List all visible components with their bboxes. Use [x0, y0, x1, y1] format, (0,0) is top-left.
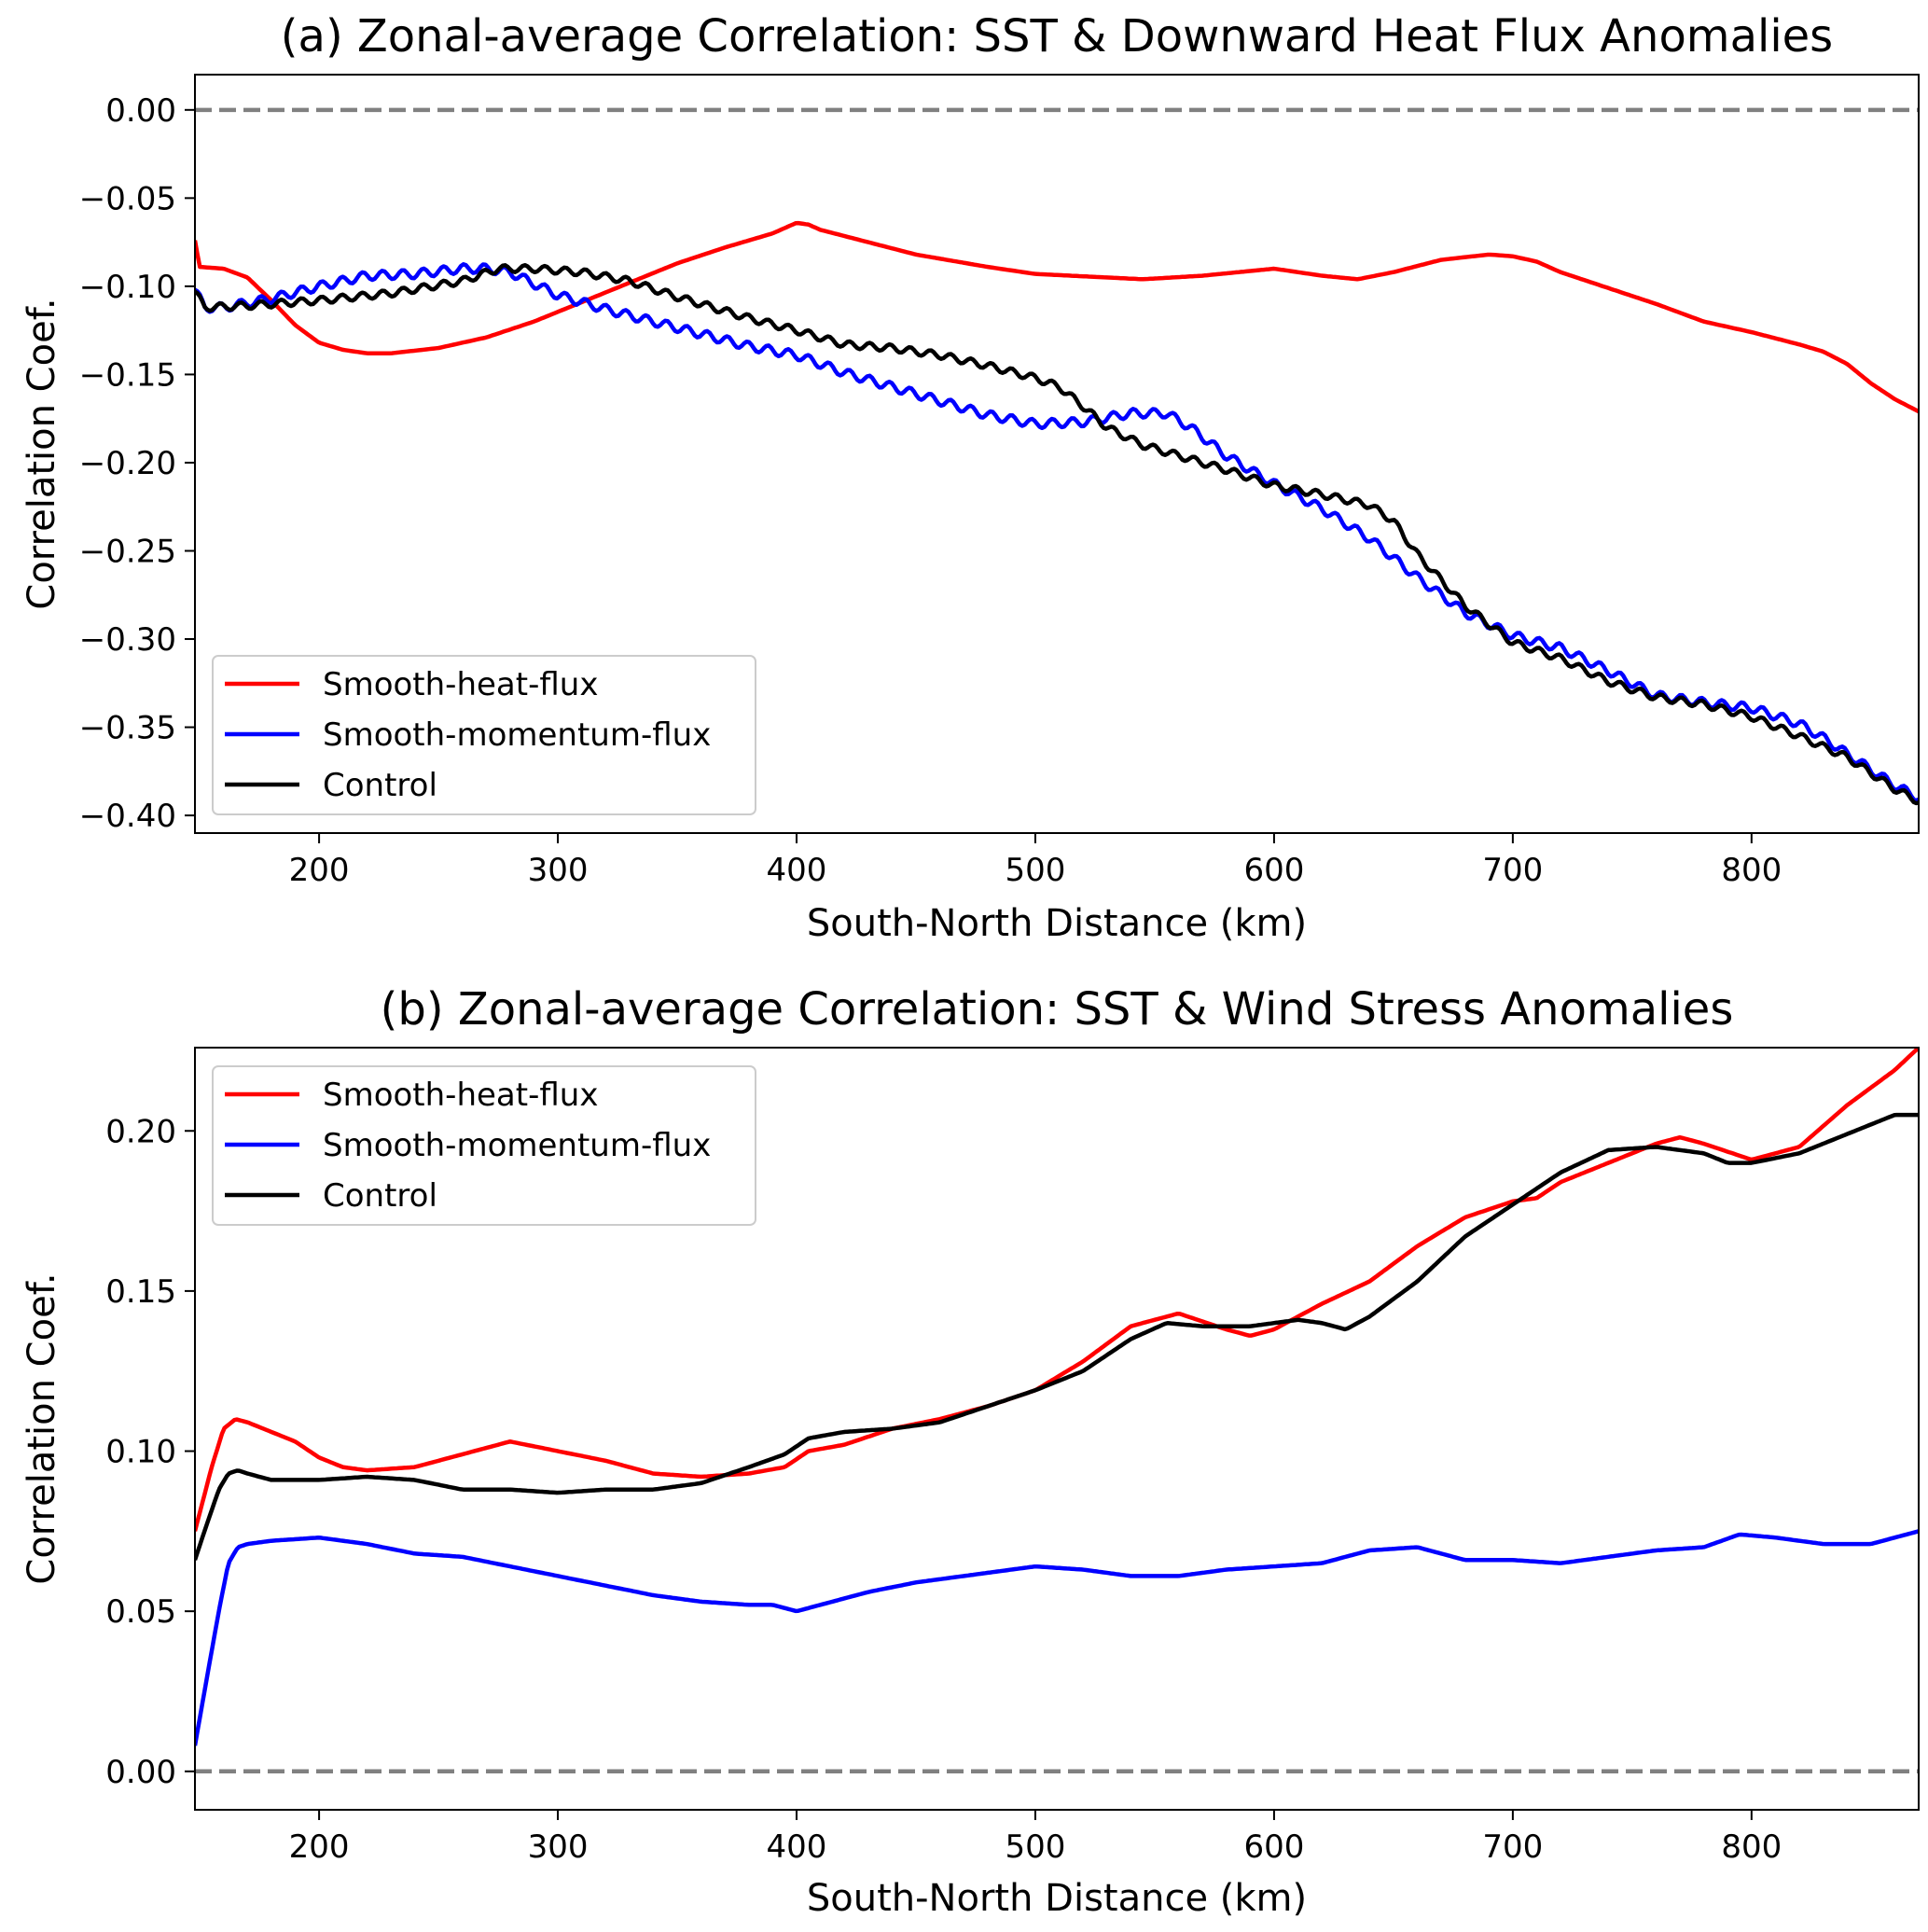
plot-frame [194, 1047, 1920, 1811]
y-tick-label: 0.10 [105, 1434, 176, 1471]
chart-panel-b: (b) Zonal-average Correlation: SST & Win… [21, 983, 1920, 1920]
x-tick-label: 500 [1006, 1828, 1066, 1866]
y-tick-label: 0.00 [105, 1754, 176, 1791]
x-axis-label: South-North Distance (km) [807, 902, 1307, 945]
x-tick-label: 400 [767, 852, 827, 889]
y-tick-label: −0.25 [79, 533, 176, 570]
y-tick-label: −0.40 [79, 798, 176, 835]
x-tick-label: 200 [289, 1828, 350, 1866]
y-tick-label: −0.30 [79, 621, 176, 659]
legend-box [212, 655, 756, 815]
x-tick-label: 400 [767, 1828, 827, 1866]
y-axis-label: Correlation Coef. [21, 298, 63, 609]
series-line-control [195, 262, 1919, 806]
y-tick-label: 0.05 [105, 1593, 176, 1631]
legend-label: Smooth-momentum-flux [323, 716, 711, 754]
x-tick-label: 500 [1006, 852, 1066, 889]
y-tick-label: −0.20 [79, 445, 176, 482]
legend-label: Smooth-heat-flux [323, 1077, 598, 1114]
series-line-smooth-momentum-flux [195, 262, 1919, 803]
series-line-smooth-heat-flux [195, 220, 1919, 414]
x-tick-label: 300 [528, 1828, 589, 1866]
x-tick-label: 600 [1243, 852, 1304, 889]
x-tick-label: 700 [1482, 852, 1543, 889]
y-tick-label: 0.15 [105, 1273, 176, 1311]
legend-label: Smooth-momentum-flux [323, 1127, 711, 1164]
x-tick-label: 300 [528, 852, 589, 889]
y-tick-label: −0.15 [79, 356, 176, 394]
y-tick-label: 0.00 [105, 92, 176, 130]
y-tick-label: −0.05 [79, 180, 176, 217]
series-line-control [195, 1112, 1919, 1561]
legend: Smooth-heat-flux Smooth-momentum-flux Cont… [212, 1065, 756, 1226]
x-tick-label: 800 [1721, 1828, 1782, 1866]
x-tick-label: 200 [289, 852, 350, 889]
chart-title: (b) Zonal-average Correlation: SST & Win… [381, 983, 1734, 1035]
legend-label: Control [323, 1177, 437, 1215]
chart-title: (a) Zonal-average Correlation: SST & Dow… [281, 10, 1833, 63]
x-tick-label: 700 [1482, 1828, 1543, 1866]
legend-label: Smooth-heat-flux [323, 666, 598, 703]
y-tick-label: 0.20 [105, 1113, 176, 1150]
plot-frame [194, 74, 1920, 834]
chart-panel-a: (a) Zonal-average Correlation: SST & Dow… [21, 10, 1920, 945]
legend-label: Control [323, 767, 437, 804]
x-tick-label: 600 [1243, 1828, 1304, 1866]
legend-box [212, 1065, 756, 1226]
y-axis-label: Correlation Coef. [21, 1272, 63, 1584]
legend: Smooth-heat-flux Smooth-momentum-flux Cont… [212, 655, 756, 815]
series-line-smooth-heat-flux [195, 1048, 1919, 1532]
y-tick-label: −0.10 [79, 269, 176, 306]
y-tick-label: −0.35 [79, 710, 176, 747]
series-line-smooth-momentum-flux [195, 1529, 1919, 1746]
x-axis-label: South-North Distance (km) [807, 1877, 1307, 1920]
x-tick-label: 800 [1721, 852, 1782, 889]
